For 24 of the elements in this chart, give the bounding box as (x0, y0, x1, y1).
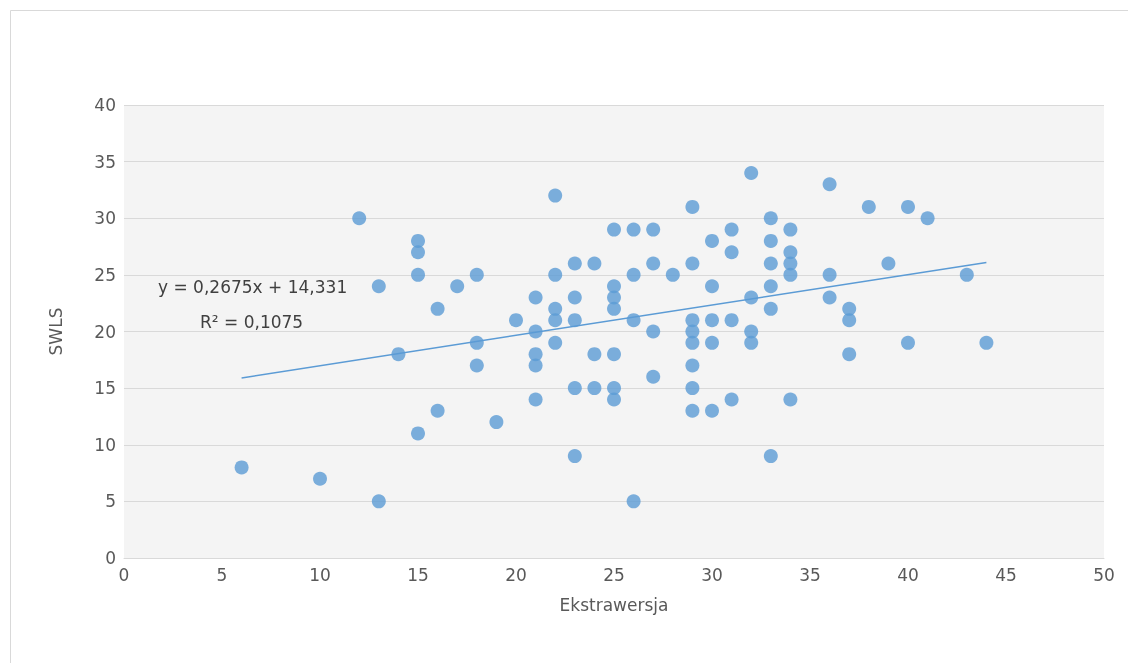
annotation: y = 0,2675x + 14,331 (158, 276, 348, 297)
x-tick-label: 30 (701, 564, 723, 585)
x-tick-label: 25 (603, 564, 625, 585)
x-tick-label: 0 (118, 564, 130, 585)
x-tick-label: 45 (995, 564, 1017, 585)
y-tick-label: 35 (94, 151, 116, 172)
annotation: R² = 0,1075 (200, 311, 304, 332)
x-tick-label: 15 (407, 564, 429, 585)
y-tick-label: 15 (94, 378, 116, 399)
x-tick-label: 10 (309, 564, 331, 585)
y-tick-label: 0 (105, 548, 116, 568)
y-tick-label: 30 (94, 208, 116, 229)
y-tick-label: 40 (94, 95, 116, 115)
x-tick-label: 40 (897, 564, 919, 585)
y-tick-label: 10 (94, 434, 116, 455)
y-tick-label: 25 (94, 264, 116, 285)
x-tick-label: 35 (799, 564, 821, 585)
y-axis-title: SWLS (45, 307, 66, 356)
x-tick-label: 50 (1093, 564, 1115, 585)
x-tick-label: 5 (216, 564, 228, 585)
y-tick-label: 20 (94, 321, 116, 342)
y-tick-label: 5 (105, 491, 116, 512)
x-tick-label: 20 (505, 564, 527, 585)
x-axis-title: Ekstrawersja (559, 594, 669, 615)
